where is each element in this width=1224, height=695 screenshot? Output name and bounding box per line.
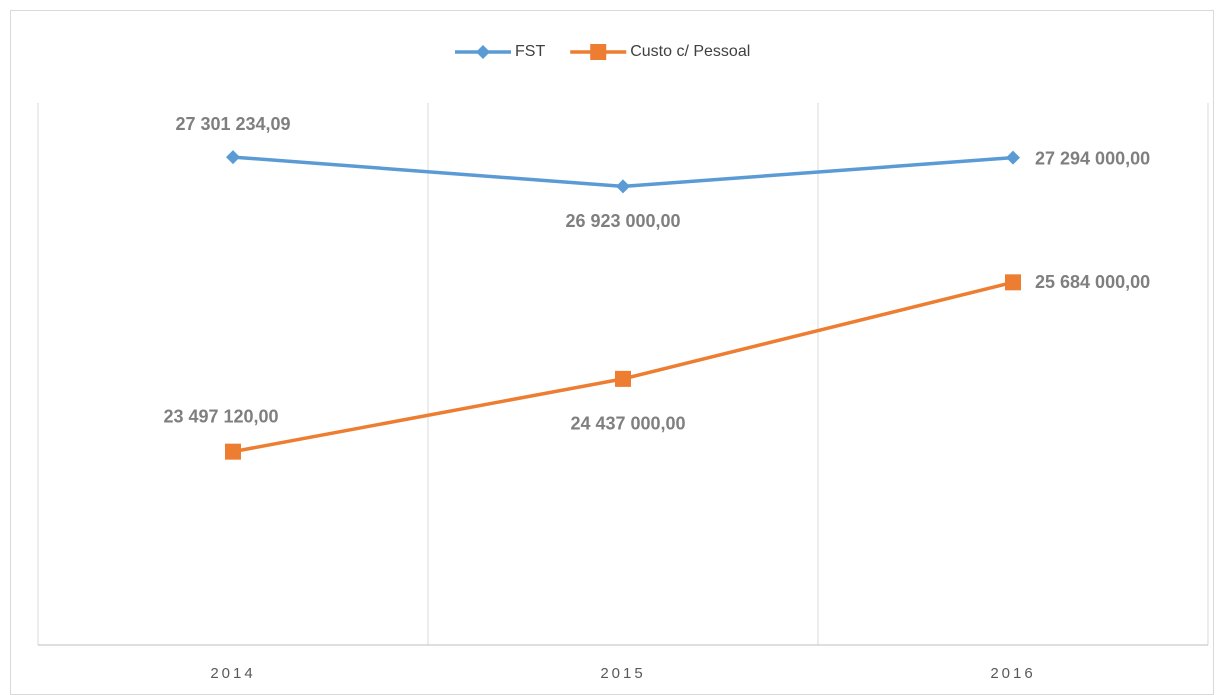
legend-label: Custo c/ Pessoal [630,43,750,60]
x-tick-label: 2015 [600,665,645,682]
data-label: 27 301 234,09 [175,114,290,134]
x-tick-label: 2016 [990,665,1035,682]
x-tick-label: 2014 [210,665,255,682]
data-label: 23 497 120,00 [163,406,278,426]
data-label: 27 294 000,00 [1035,148,1150,168]
marker [616,179,630,194]
marker [615,370,631,387]
marker [226,150,240,165]
marker [590,44,607,60]
chart-border [10,10,1214,695]
data-label: 26 923 000,00 [565,211,680,231]
marker [225,443,241,460]
marker [1005,274,1021,291]
legend-label: FST [515,43,545,60]
data-label: 24 437 000,00 [570,414,685,434]
marker [476,45,490,59]
data-label: 25 684 000,00 [1035,272,1150,292]
marker [1006,150,1020,165]
